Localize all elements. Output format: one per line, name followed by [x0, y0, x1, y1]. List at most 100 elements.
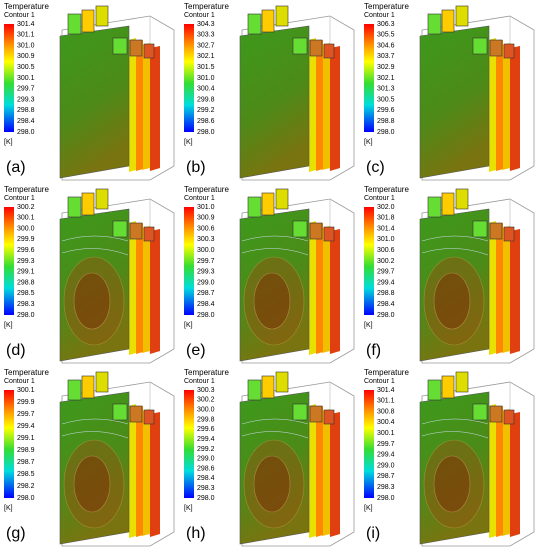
- legend-tick: 301.0: [197, 75, 215, 82]
- legend-tick: 298.3: [377, 484, 395, 491]
- legend-tick: 300.1: [17, 215, 35, 222]
- legend-tick: 303.7: [377, 53, 395, 60]
- legend-tick: 300.8: [377, 408, 395, 415]
- legend-unit: [K]: [364, 139, 373, 146]
- legend-unit: [K]: [364, 505, 373, 512]
- legend-tick: 298.0: [377, 495, 395, 502]
- legend-tick: 299.6: [17, 247, 35, 254]
- legend-tick: 298.5: [17, 471, 35, 478]
- panel-label: (b): [186, 159, 206, 176]
- legend-tick: 298.5: [17, 290, 35, 297]
- legend-tick: 299.6: [197, 426, 215, 433]
- legend-tick: 299.0: [197, 279, 215, 286]
- legend-tick: 299.3: [17, 96, 35, 103]
- legend-tick: 299.1: [17, 435, 35, 442]
- legend-tick: 298.0: [377, 312, 395, 319]
- legend-tick: 302.1: [377, 75, 395, 82]
- legend-tick: 300.2: [197, 397, 215, 404]
- legend-tick: 300.1: [17, 387, 35, 394]
- legend-tick: 300.9: [197, 215, 215, 222]
- legend-tick: 299.4: [377, 279, 395, 286]
- legend-tick: 298.0: [197, 129, 215, 136]
- legend-tick: 298.6: [197, 118, 215, 125]
- legend-unit: [K]: [4, 139, 13, 146]
- panel-label: (a): [6, 159, 26, 176]
- legend-tick: 302.7: [197, 42, 215, 49]
- legend-tick: 298.7: [377, 473, 395, 480]
- legend-unit: [K]: [4, 322, 13, 329]
- legend-tick: 298.3: [17, 301, 35, 308]
- legend-tick: 301.0: [197, 204, 215, 211]
- legend-tick: 298.0: [17, 312, 35, 319]
- legend-tick: 299.7: [377, 441, 395, 448]
- legend-tick: 301.5: [197, 64, 215, 71]
- panel-label: (h): [186, 525, 206, 542]
- legend-tick: 300.0: [197, 406, 215, 413]
- legend-title: Temperature: [184, 2, 229, 11]
- legend-tick: 300.9: [17, 53, 35, 60]
- legend-subtitle: Contour 1: [4, 12, 35, 19]
- panel-label: (g): [6, 525, 26, 542]
- legend-tick: 298.3: [197, 485, 215, 492]
- legend-tick: 299.0: [197, 456, 215, 463]
- legend-unit: [K]: [184, 139, 193, 146]
- color-bar: [184, 24, 194, 132]
- panel-label: (c): [366, 159, 385, 176]
- legend-tick: 301.3: [377, 86, 395, 93]
- legend-tick: 299.4: [17, 423, 35, 430]
- battery-contour: [420, 189, 534, 363]
- color-bar: [364, 24, 374, 132]
- legend-tick: 301.0: [17, 42, 35, 49]
- legend-unit: [K]: [184, 505, 193, 512]
- legend-tick: 299.2: [197, 107, 215, 114]
- battery-contour: [240, 6, 354, 180]
- legend-tick: 300.6: [197, 225, 215, 232]
- legend-tick: 299.8: [197, 416, 215, 423]
- color-bar: [184, 390, 194, 498]
- legend-tick: 298.0: [197, 495, 215, 502]
- legend-title: Temperature: [184, 185, 229, 194]
- legend-tick: 299.9: [17, 399, 35, 406]
- legend-tick: 301.1: [17, 32, 35, 39]
- legend-tick: 301.1: [377, 398, 395, 405]
- legend-tick: 306.3: [377, 21, 395, 28]
- legend-tick: 299.3: [197, 269, 215, 276]
- legend-subtitle: Contour 1: [364, 378, 395, 385]
- legend-tick: 300.3: [197, 387, 215, 394]
- color-bar: [4, 24, 14, 132]
- legend-tick: 301.8: [377, 215, 395, 222]
- color-bar: [4, 207, 14, 315]
- legend-tick: 298.4: [197, 301, 215, 308]
- color-bar: [364, 390, 374, 498]
- legend-tick: 303.3: [197, 32, 215, 39]
- legend-subtitle: Contour 1: [364, 12, 395, 19]
- legend-subtitle: Contour 1: [4, 195, 35, 202]
- legend-tick: 298.4: [377, 301, 395, 308]
- legend-tick: 298.8: [377, 290, 395, 297]
- panel-label: (e): [186, 342, 206, 359]
- legend-subtitle: Contour 1: [184, 378, 215, 385]
- legend-tick: 299.3: [17, 258, 35, 265]
- color-bar: [364, 207, 374, 315]
- legend-title: Temperature: [184, 368, 229, 377]
- legend-tick: 304.6: [377, 42, 395, 49]
- battery-contour: [240, 372, 354, 546]
- legend-unit: [K]: [4, 505, 13, 512]
- legend-tick: 298.0: [17, 129, 35, 136]
- battery-contour: [420, 372, 534, 546]
- battery-contour: [420, 6, 534, 180]
- legend-tick: 301.4: [377, 225, 395, 232]
- legend-subtitle: Contour 1: [184, 12, 215, 19]
- legend-tick: 300.0: [17, 225, 35, 232]
- legend-tick: 300.0: [197, 247, 215, 254]
- legend-tick: 299.7: [377, 269, 395, 276]
- legend-tick: 299.2: [197, 446, 215, 453]
- legend-tick: 298.8: [17, 279, 35, 286]
- legend-tick: 299.4: [197, 436, 215, 443]
- legend-tick: 298.4: [17, 118, 35, 125]
- legend-tick: 302.0: [377, 204, 395, 211]
